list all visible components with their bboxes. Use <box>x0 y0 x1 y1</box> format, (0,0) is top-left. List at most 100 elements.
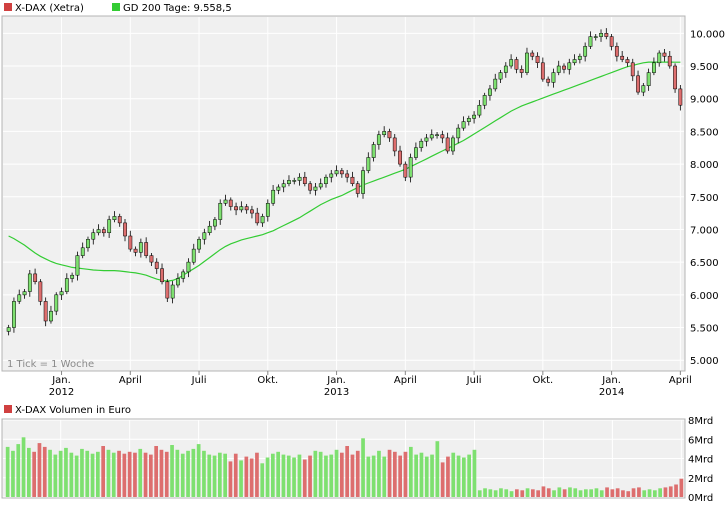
volume-bar <box>653 490 657 497</box>
volume-bar <box>154 446 158 497</box>
candle-body-up <box>329 173 334 178</box>
candle <box>276 184 281 195</box>
price-y-tick-label: 6.500 <box>690 258 719 269</box>
candle-body-down <box>38 281 43 302</box>
candle-body-down <box>678 88 683 106</box>
candle-body-up <box>657 52 662 64</box>
price-grid <box>3 17 684 370</box>
volume-bar <box>324 455 328 497</box>
volume-bar <box>599 490 604 497</box>
candle-body-up <box>376 134 381 145</box>
candle <box>525 47 529 76</box>
volume-bar <box>350 454 355 497</box>
candle <box>128 230 133 252</box>
candle-body-up <box>17 294 22 302</box>
volume-bar <box>366 456 371 497</box>
volume-bar <box>414 454 418 497</box>
candle-body-down <box>519 69 524 73</box>
candle-body-up <box>572 59 577 64</box>
candle <box>75 251 80 281</box>
price-plot-area <box>1 15 686 372</box>
candle <box>265 199 270 222</box>
volume-bar <box>16 444 21 497</box>
candle-body-down <box>43 301 48 322</box>
volume-bar <box>42 446 47 497</box>
candle-body-down <box>445 137 450 152</box>
volume-bar <box>207 454 212 497</box>
price-x-year-label: 2012 <box>49 387 74 398</box>
volume-bar <box>318 451 323 497</box>
candle-body-up <box>334 170 339 175</box>
candle <box>498 69 503 84</box>
volume-bar <box>106 449 111 497</box>
candle <box>361 166 365 199</box>
price-x-tick-label: Okt. <box>257 375 278 386</box>
candle-body-up <box>107 219 112 233</box>
candle-body-down <box>144 242 149 256</box>
candle-body-up <box>86 239 90 249</box>
candle <box>339 168 344 178</box>
volume-y-tick-label: 6Mrd <box>688 435 713 446</box>
candle <box>43 297 48 327</box>
candle <box>313 183 318 196</box>
volume-bar <box>430 454 434 497</box>
candle <box>329 169 334 183</box>
volume-bar <box>308 455 312 497</box>
candle <box>101 226 106 237</box>
candle <box>398 145 402 167</box>
volume-bar <box>212 455 217 497</box>
candle <box>535 52 540 68</box>
candle-body-up <box>509 59 514 67</box>
candle <box>154 258 159 274</box>
volume-bar <box>255 452 259 497</box>
candle-body-up <box>408 157 413 178</box>
volume-bar <box>334 449 339 497</box>
candle <box>207 220 212 236</box>
price-y-tick-label: 5.500 <box>690 324 719 335</box>
candle-body-down <box>160 268 164 283</box>
price-x-tick-label: Okt. <box>532 375 553 386</box>
volume-bars <box>5 437 684 497</box>
candle <box>133 246 138 257</box>
volume-bar <box>626 491 631 497</box>
price-y-tick-label: 9.500 <box>690 62 719 73</box>
volume-bar <box>127 451 132 497</box>
candle <box>12 297 16 333</box>
candle-body-up <box>49 310 53 322</box>
candle <box>599 29 603 42</box>
candle-body-up <box>138 242 143 253</box>
candle <box>625 56 630 67</box>
volume-bar <box>164 451 169 497</box>
candle-body-up <box>652 62 656 73</box>
volume-y-axis: 0Mrd 2Mrd 4Mrd 6Mrd 8Mrd <box>688 416 713 504</box>
volume-bar <box>456 455 461 497</box>
candle <box>27 269 32 297</box>
candle <box>112 211 117 223</box>
volume-bar <box>403 451 408 497</box>
volume-bar <box>11 450 15 497</box>
volume-bar <box>573 488 578 497</box>
volume-bar <box>557 487 562 497</box>
candle <box>419 138 424 152</box>
candle <box>287 175 291 187</box>
volume-bar <box>605 487 609 497</box>
volume-bar <box>276 451 280 497</box>
candle <box>387 128 392 142</box>
volume-y-tick-label: 8Mrd <box>688 416 713 427</box>
candle <box>440 130 445 144</box>
candle <box>630 58 635 82</box>
candle <box>567 58 572 75</box>
candle-body-up <box>260 216 265 224</box>
volume-bar <box>568 487 572 497</box>
candle-body-up <box>96 229 101 234</box>
volume-bar <box>48 449 52 497</box>
candle <box>271 185 276 206</box>
volume-bar <box>435 441 440 497</box>
volume-bar <box>260 463 265 497</box>
volume-bar <box>621 490 625 497</box>
candle <box>556 60 561 76</box>
volume-bar <box>223 453 227 497</box>
volume-bar <box>122 453 127 497</box>
candle-body-up <box>12 301 16 328</box>
